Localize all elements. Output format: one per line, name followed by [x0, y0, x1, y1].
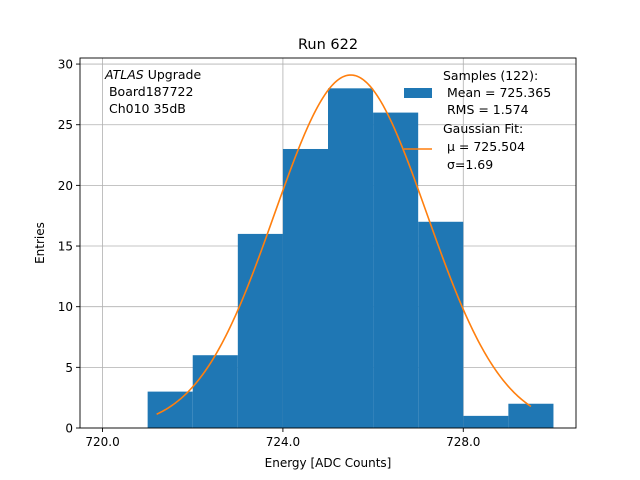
annotation-text: ATLAS Upgrade Board187722 Ch010 35dB: [104, 67, 201, 116]
legend-histogram-swatch: [404, 88, 432, 98]
chart-title: Run 622: [298, 37, 358, 53]
legend-histogram-line-3: RMS = 1.574: [443, 102, 529, 117]
histogram-bars: [147, 88, 554, 429]
legend: Samples (122): Mean = 725.365 RMS = 1.57…: [404, 68, 551, 172]
histogram-bar-7: [463, 415, 509, 428]
y-tick-label-0: 0: [65, 422, 73, 436]
x-axis-ticks: 720.0 724.0 728.0: [85, 428, 480, 449]
y-tick-label-2: 10: [58, 300, 73, 314]
annotation-line-1: ATLAS Upgrade: [104, 67, 201, 82]
legend-fit-line-1: Gaussian Fit:: [443, 121, 523, 136]
legend-fit-line-3: σ=1.69: [443, 157, 493, 172]
histogram-bar-0: [147, 391, 193, 428]
legend-histogram-line-1: Samples (122):: [443, 68, 538, 83]
plot-frame: [79, 57, 577, 429]
y-tick-label-3: 15: [58, 240, 73, 254]
histogram-bar-1: [192, 355, 238, 428]
histogram-bar-2: [237, 233, 283, 428]
histogram-bar-5: [373, 112, 419, 429]
annotation-line-2: Board187722: [105, 84, 193, 99]
histogram-bar-3: [282, 148, 328, 428]
x-tick-label-0: 720.0: [85, 435, 119, 449]
legend-histogram-line-2: Mean = 725.365: [443, 85, 551, 100]
gaussian-fit-curve: [156, 74, 532, 415]
y-tick-label-5: 25: [58, 118, 73, 132]
y-tick-label-1: 5: [65, 361, 73, 375]
annotation-line-3: Ch010 35dB: [105, 101, 186, 116]
x-axis-label: Energy [ADC Counts]: [265, 456, 392, 470]
y-tick-label-4: 20: [58, 179, 73, 193]
y-tick-label-6: 30: [58, 58, 73, 72]
y-axis-label: Entries: [33, 222, 47, 264]
x-tick-label-1: 724.0: [266, 435, 300, 449]
annotation-atlas: ATLAS: [104, 67, 144, 82]
histogram-bar-8: [508, 403, 554, 428]
legend-fit-line-2: μ = 725.504: [443, 139, 525, 154]
y-axis-ticks: 0 5 10 15 20 25 30: [58, 58, 80, 436]
annotation-upgrade: Upgrade: [144, 67, 202, 82]
histogram-bar-4: [328, 88, 374, 428]
histogram-bar-6: [418, 221, 464, 428]
x-tick-label-2: 728.0: [446, 435, 480, 449]
